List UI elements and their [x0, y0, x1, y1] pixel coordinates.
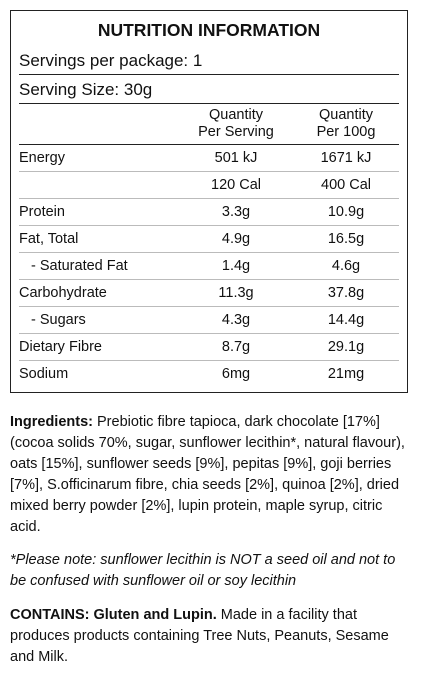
row-value: 8.7g [221, 339, 251, 355]
header-line: Per Serving [198, 124, 274, 140]
row-rule [19, 360, 399, 361]
rule [19, 103, 399, 104]
row-label: Carbohydrate [19, 285, 107, 301]
servings: Servings per package: 1 [19, 51, 203, 70]
note: *Please note: sunflower lecithin is NOT … [10, 552, 396, 589]
row-label: Protein [19, 204, 65, 220]
row-value: 4.3g [221, 312, 251, 328]
column-header: Quantity Per 100g [291, 107, 401, 141]
row-value: 14.4g [327, 312, 365, 328]
row-rule [19, 198, 399, 199]
row-value: 16.5g [327, 231, 365, 247]
row-value: 4.6g [331, 258, 361, 274]
row-value: 29.1g [327, 339, 365, 355]
row-value: 6mg [221, 366, 251, 382]
panel-title: NUTRITION INFORMATION [97, 20, 321, 40]
nutrition-panel: NUTRITION INFORMATION Servings per packa… [10, 10, 408, 393]
header-line: Quantity [209, 107, 263, 123]
row-value: 400 Cal [321, 177, 371, 193]
ingredients: Ingredients: Prebiotic fibre tapioca, da… [10, 412, 415, 538]
row-value: 37.8g [327, 285, 365, 301]
header-line: Quantity [319, 107, 373, 123]
rule [19, 144, 399, 145]
row-label: Sodium [19, 366, 69, 382]
row-value: 10.9g [327, 204, 365, 220]
ingredients-text: Prebiotic fibre tapioca, dark chocolate … [10, 414, 405, 535]
row-value: 1.4g [221, 258, 251, 274]
ingredients-heading: Ingredients: [10, 414, 93, 430]
row-label: Energy [19, 150, 65, 166]
row-value: 21mg [327, 366, 365, 382]
row-rule [19, 171, 399, 172]
contains-heading: CONTAINS: Gluten and Lupin. [10, 607, 217, 623]
column-header: Quantity Per Serving [181, 107, 291, 141]
row-rule [19, 225, 399, 226]
row-value: 4.9g [221, 231, 251, 247]
row-rule [19, 306, 399, 307]
row-value: 11.3g [218, 285, 254, 301]
row-label: - Sugars [31, 312, 86, 328]
row-rule [19, 252, 399, 253]
row-rule [19, 333, 399, 334]
contains-text: Made in a facility that produces product… [10, 607, 389, 665]
row-value: 1671 kJ [320, 150, 372, 166]
header-line: Per 100g [316, 124, 376, 140]
row-label: - Saturated Fat [31, 258, 128, 274]
row-rule [19, 279, 399, 280]
row-value: 501 kJ [214, 150, 258, 166]
contains: CONTAINS: Gluten and Lupin. Made in a fa… [10, 605, 415, 668]
row-label: Fat, Total [19, 231, 79, 247]
rule [19, 74, 399, 75]
row-value: 120 Cal [211, 177, 261, 193]
serving-size: Serving Size: 30g [19, 80, 153, 99]
row-label: Dietary Fibre [19, 339, 102, 355]
row-value: 3.3g [221, 204, 251, 220]
